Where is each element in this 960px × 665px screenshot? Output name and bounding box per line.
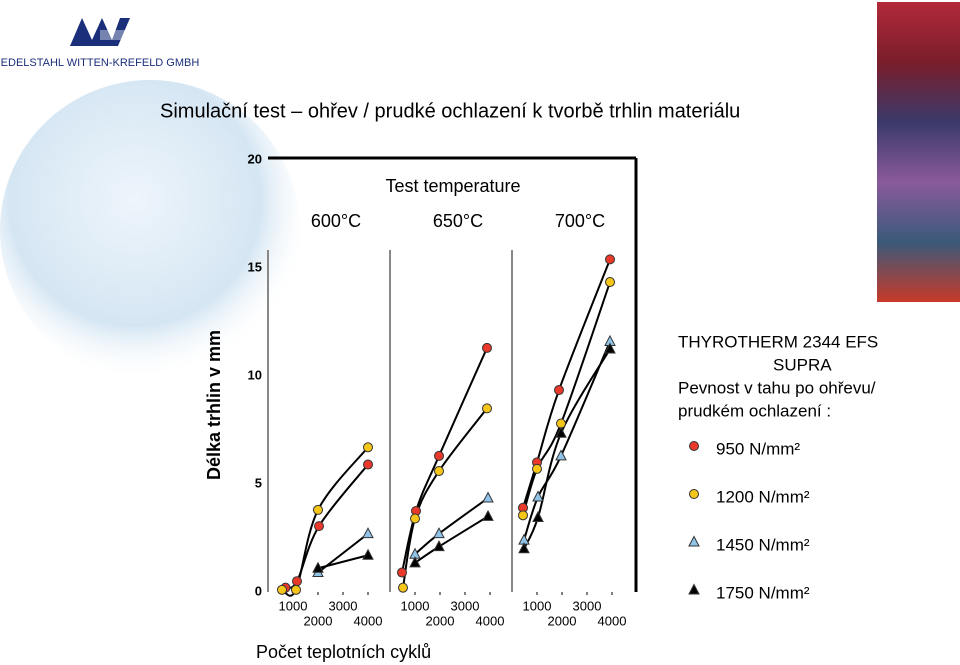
x-tick-label: 1000 [279,598,308,613]
legend-label: 950 N/mm² [716,439,800,458]
data-point [518,510,528,521]
legend-label: 1450 N/mm² [716,535,810,554]
series-line [402,407,488,588]
data-point [397,567,407,578]
data-point [518,542,530,554]
background-globe [0,80,300,380]
legend-label: 1750 N/mm² [716,583,810,602]
data-point [605,254,615,265]
data-point [532,490,544,502]
series-line [523,348,611,550]
data-point [482,491,494,503]
y-tick-label: 20 [248,151,262,166]
series-line [414,497,489,555]
y-tick-label: 0 [255,583,262,598]
data-point [410,513,420,524]
x-tick-label: 1000 [523,598,552,613]
data-point [555,449,567,461]
x-tick-label: 2000 [304,613,333,628]
x-tick-label: 2000 [426,613,455,628]
data-point [482,342,492,353]
data-point [314,521,324,532]
legend-marker [689,441,699,451]
data-point [434,450,444,461]
data-point [363,442,373,453]
x-tick-label: 1000 [401,598,430,613]
series-line [281,446,369,597]
logo [70,18,130,46]
data-point [313,504,323,515]
data-point [434,466,444,477]
data-point [532,463,542,474]
legend-title: Pevnost v tahu po ohřevu/ [678,378,876,397]
data-point [362,548,374,560]
data-point [433,527,445,539]
series-line [522,258,611,509]
x-tick-label: 4000 [476,613,505,628]
series-line [401,347,488,573]
company-name: EDELSTAHL WITTEN-KREFELD GMBH [1,57,200,69]
data-point [605,277,615,288]
slide-title: Simulační test – ohřev / prudké ochlazen… [160,100,740,122]
series-line [317,554,369,570]
data-point [363,459,373,470]
data-point [398,582,408,593]
y-tick-label: 10 [248,367,262,382]
data-point [604,342,616,354]
data-point [555,426,567,438]
data-point [554,385,564,396]
series-line [285,463,369,589]
x-tick-label: 3000 [573,598,602,613]
panel-label: 700°C [555,211,605,231]
x-tick-label: 4000 [598,613,627,628]
x-tick-label: 3000 [329,598,358,613]
chart-title: Test temperature [385,176,520,196]
series-line [522,281,611,516]
data-point [482,509,494,521]
data-point [433,540,445,552]
y-axis-label: Délka trhlin v mm [204,330,224,480]
data-point [277,584,287,595]
data-point [409,556,421,568]
panel-label: 650°C [433,211,483,231]
legend-label: 1200 N/mm² [716,487,810,506]
legend-title: prudkém ochlazení : [678,401,831,420]
legend-marker [688,583,700,595]
x-tick-label: 2000 [548,613,577,628]
x-tick-label: 4000 [354,613,383,628]
data-point [362,527,374,539]
x-axis-label: Počet teplotních cyklů [256,642,431,662]
photo-strip [877,2,960,302]
legend-title: SUPRA [773,355,832,374]
y-tick-label: 15 [248,259,262,274]
series-line [523,341,611,541]
panel-label: 600°C [311,211,361,231]
legend-title: THYROTHERM 2344 EFS [678,332,878,351]
legend-marker [689,489,699,499]
data-point [312,561,324,573]
data-point [532,510,544,522]
data-point [482,403,492,414]
x-tick-label: 3000 [451,598,480,613]
data-point [292,576,302,587]
data-point [291,584,301,595]
y-tick-label: 5 [255,475,262,490]
legend-marker [688,535,700,547]
